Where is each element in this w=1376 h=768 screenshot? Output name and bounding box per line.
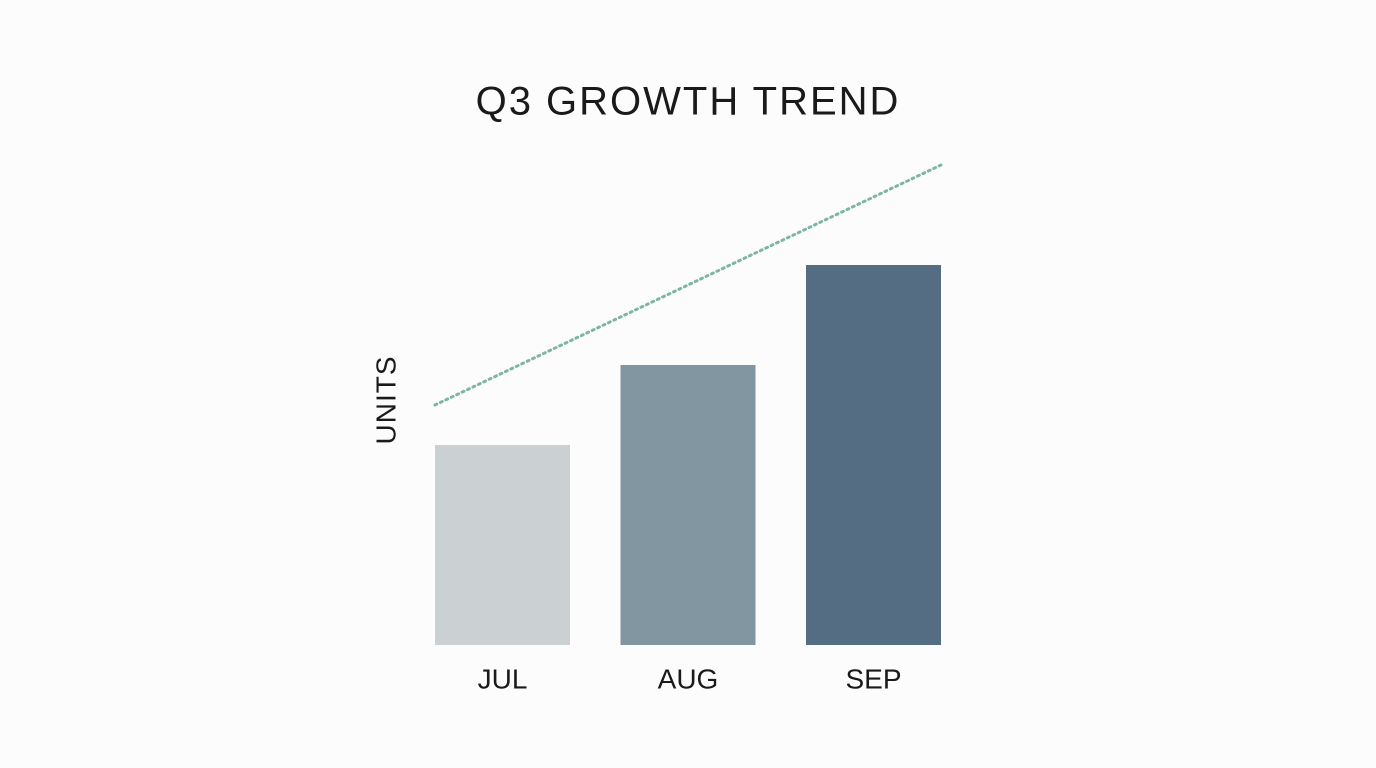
chart-title: Q3 GROWTH TREND bbox=[476, 80, 901, 124]
trend-line bbox=[433, 163, 943, 407]
x-tick-label: JUL bbox=[478, 663, 528, 694]
x-tick-label: AUG bbox=[658, 663, 719, 694]
y-axis-label: UNITS bbox=[370, 356, 401, 445]
x-tick-label: SEP bbox=[845, 663, 901, 694]
bar bbox=[806, 265, 941, 645]
bar bbox=[435, 445, 570, 645]
bar bbox=[620, 365, 756, 645]
